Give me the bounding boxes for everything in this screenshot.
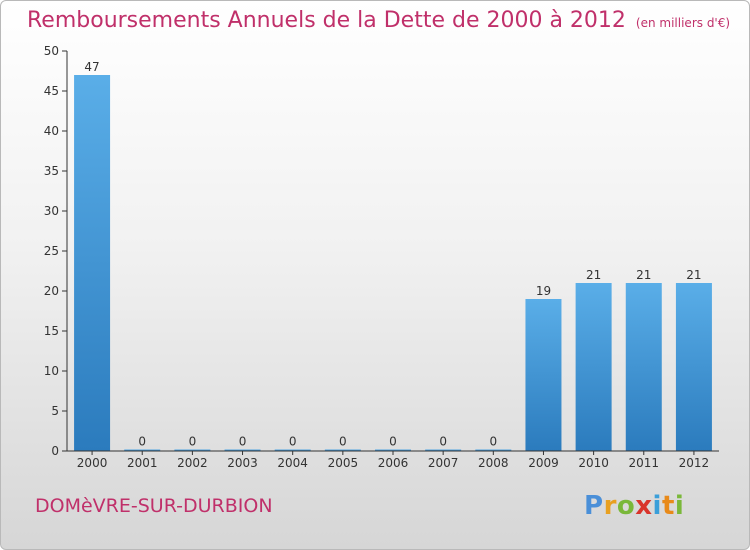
commune-name: DOMèVRE-SUR-DURBION (35, 495, 273, 517)
y-tick-label: 20 (44, 284, 59, 298)
bar (375, 449, 411, 451)
bar-value-label: 0 (339, 435, 347, 449)
x-tick-label: 2009 (528, 456, 559, 470)
bar-value-label: 19 (536, 284, 551, 298)
x-tick-label: 2003 (227, 456, 258, 470)
bar (425, 449, 462, 451)
bars-layer: 47 0 0 0 0 0 0 0 0 19 21 21 21 (74, 60, 712, 451)
x-tick-label: 2007 (428, 456, 459, 470)
bar-value-label: 0 (189, 435, 197, 449)
bar-value-label: 21 (636, 268, 651, 282)
logo-letter: P (584, 491, 604, 521)
bar (675, 283, 712, 451)
bar-value-label: 47 (84, 60, 99, 74)
y-tick-label: 35 (44, 164, 59, 178)
bar-value-label: 21 (686, 268, 701, 282)
x-tick-label: 2005 (328, 456, 359, 470)
x-tick-label: 2004 (277, 456, 308, 470)
x-tick-label: 2002 (177, 456, 208, 470)
y-tick-label: 40 (44, 124, 59, 138)
x-tick-label: 2000 (77, 456, 108, 470)
bar (74, 75, 111, 451)
logo-letter: i (674, 491, 685, 521)
bar (324, 449, 361, 451)
x-tick-label: 2012 (679, 456, 710, 470)
bar-value-label: 0 (439, 435, 447, 449)
x-tick-label: 2006 (378, 456, 409, 470)
chart-title: Remboursements Annuels de la Dette de 20… (27, 8, 730, 33)
axis-layer: 0 5 10 15 20 25 30 35 40 45 50 2000 2001 2002 2003 2004… (44, 44, 719, 470)
proxiti-logo-letters: Proxiti (584, 491, 684, 521)
logo-letter: r (603, 491, 617, 521)
bar-value-label: 0 (138, 435, 146, 449)
logo-letter: x (635, 491, 653, 521)
y-tick-label: 50 (44, 44, 59, 58)
y-tick-label: 45 (44, 84, 59, 98)
bar-value-label: 0 (289, 435, 297, 449)
x-tick-label: 2008 (478, 456, 509, 470)
x-tick-label: 2001 (127, 456, 158, 470)
y-tick-label: 30 (44, 204, 59, 218)
bar (274, 449, 311, 451)
x-tick-label: 2011 (628, 456, 659, 470)
bar-value-label: 0 (239, 435, 247, 449)
logo-letter: t (661, 491, 675, 521)
x-tick-label: 2010 (578, 456, 609, 470)
chart-title-text: Remboursements Annuels de la Dette de 20… (27, 8, 626, 33)
bar (475, 449, 512, 451)
y-tick-label: 10 (44, 364, 59, 378)
chart-subtitle: (en milliers d'€) (635, 16, 731, 30)
bar-value-label: 21 (586, 268, 601, 282)
bar (525, 299, 562, 451)
bar-value-label: 0 (489, 435, 497, 449)
logo-letter: o (616, 491, 636, 521)
bar (625, 283, 662, 451)
y-tick-label: 25 (44, 244, 59, 258)
bar (575, 283, 612, 451)
y-tick-label: 0 (51, 444, 59, 458)
logo-letter: i (652, 491, 662, 521)
bar (224, 449, 261, 451)
proxiti-logo: Proxiti (584, 491, 684, 521)
y-tick-label: 15 (44, 324, 59, 338)
bar (124, 449, 161, 451)
bar-value-label: 0 (389, 435, 397, 449)
bar (174, 449, 211, 451)
y-tick-label: 5 (51, 404, 59, 418)
